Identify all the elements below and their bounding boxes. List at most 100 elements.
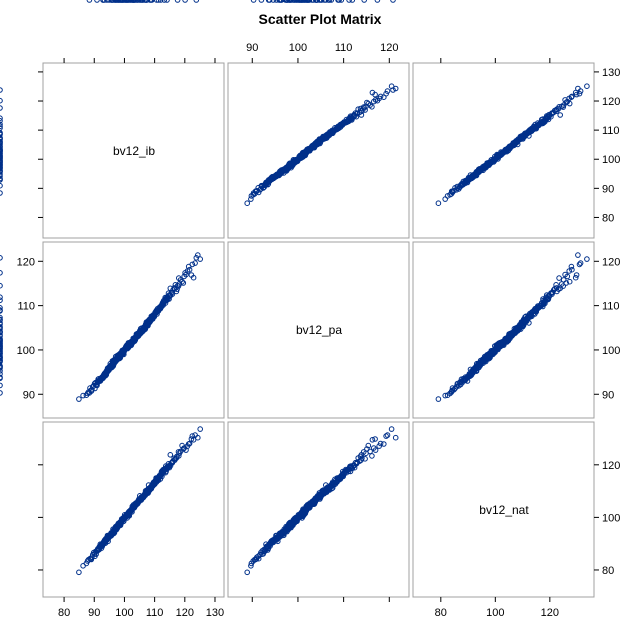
data-point [502, 146, 509, 153]
data-point [372, 436, 378, 442]
tick-label-right-bv12_pa-120: 120 [602, 256, 620, 268]
data-point [557, 285, 564, 292]
data-point [369, 104, 375, 110]
data-point [94, 0, 100, 3]
data-point [159, 302, 165, 309]
data-point [144, 321, 150, 328]
data-point [0, 173, 3, 179]
data-point [0, 359, 3, 365]
data-point [197, 426, 203, 432]
data-point [134, 332, 141, 338]
data-point [326, 0, 333, 3]
data-point [195, 252, 201, 258]
data-point [244, 200, 250, 206]
data-point [0, 371, 3, 377]
tick-label-bottom-bv12_ib-130: 130 [206, 607, 224, 619]
data-point [569, 266, 575, 273]
tick-label-right-bv12_pa-110: 110 [602, 301, 620, 313]
data-point [108, 0, 114, 3]
data-point [0, 349, 3, 355]
data-point [255, 553, 262, 560]
tick-label-right-bv12_ib-110: 110 [602, 125, 620, 137]
data-point [474, 365, 480, 372]
data-point [0, 332, 3, 338]
data-point [557, 112, 564, 118]
data-point [0, 316, 3, 323]
data-point [126, 513, 133, 519]
data-point [0, 118, 3, 124]
tick-label-bottom-bv12_nat-80: 80 [435, 607, 447, 619]
data-point [442, 392, 449, 399]
data-point [484, 353, 490, 360]
data-point [310, 143, 317, 150]
data-point [143, 0, 149, 3]
data-point [263, 541, 269, 548]
data-point [153, 475, 159, 481]
data-point [0, 324, 3, 330]
data-point [522, 130, 528, 137]
data-point [328, 0, 335, 3]
data-point [166, 464, 173, 471]
data-point [517, 322, 524, 329]
data-point [250, 0, 257, 3]
data-point [537, 302, 544, 309]
data-point [346, 118, 352, 124]
data-point [285, 526, 291, 533]
data-point [584, 83, 590, 89]
data-point [369, 453, 375, 459]
diagonal-label-bv12_ib: bv12_ib [113, 144, 155, 158]
tick-label-top-bv12_pa-90: 90 [246, 42, 258, 54]
data-point [376, 443, 383, 449]
data-point [566, 278, 573, 285]
data-point [563, 99, 570, 106]
data-point [351, 464, 358, 471]
data-point [0, 321, 3, 327]
data-point [282, 0, 289, 3]
tick-label-bottom-bv12_nat-100: 100 [486, 607, 504, 619]
data-point [0, 171, 3, 177]
data-point [157, 305, 164, 311]
data-point [286, 0, 293, 3]
data-point [452, 385, 458, 392]
data-point [176, 275, 182, 281]
data-point [176, 453, 182, 459]
data-point [540, 296, 546, 302]
data-point [362, 456, 368, 462]
data-point [169, 459, 175, 466]
tick-label-right-bv12_nat-100: 100 [602, 512, 620, 524]
data-point [104, 368, 110, 374]
data-point [0, 135, 3, 142]
data-point [323, 482, 329, 488]
data-point [127, 0, 134, 3]
data-point [112, 357, 119, 363]
data-point [372, 91, 378, 98]
data-point [174, 282, 181, 289]
data-point [124, 0, 131, 3]
data-point [292, 158, 299, 164]
data-point [117, 522, 124, 529]
data-point [365, 442, 372, 449]
data-point [101, 0, 108, 3]
data-point [528, 128, 535, 135]
data-point [138, 0, 145, 3]
data-point [138, 495, 144, 502]
data-point [119, 349, 126, 356]
scatter-bv12_pa-vs-bv12_nat [0, 252, 590, 402]
data-point [0, 305, 3, 311]
data-point [289, 0, 295, 3]
data-point [342, 468, 349, 474]
data-point [122, 345, 129, 352]
data-point [281, 530, 287, 537]
data-point [320, 490, 326, 497]
data-point [299, 0, 306, 3]
data-point [0, 255, 3, 261]
data-point [265, 0, 272, 3]
data-point [185, 441, 192, 447]
data-point [0, 182, 3, 189]
data-point [0, 308, 3, 314]
scatter-bv12_nat-vs-bv12_ib [76, 0, 203, 576]
data-point [556, 104, 562, 110]
data-point [0, 153, 3, 160]
data-point [475, 360, 482, 367]
data-point [86, 0, 93, 3]
